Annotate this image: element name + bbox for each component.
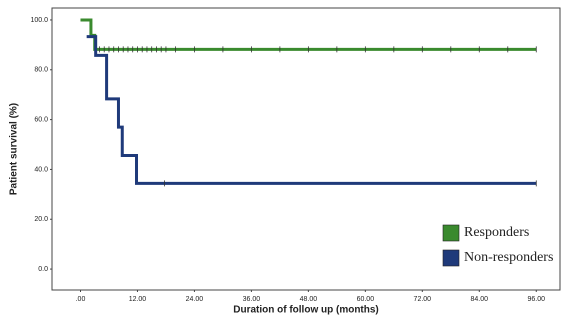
x-tick-label: .00 bbox=[76, 296, 86, 303]
x-tick-label: 36.00 bbox=[243, 296, 261, 303]
x-tick-label: 72.00 bbox=[414, 296, 432, 303]
y-tick-label: 40.0 bbox=[34, 166, 48, 173]
legend-swatch bbox=[442, 224, 460, 242]
y-tick-label: 0.0 bbox=[38, 266, 48, 273]
x-tick-label: 12.00 bbox=[129, 296, 147, 303]
y-axis-title: Patient survival (%) bbox=[9, 103, 20, 195]
plot-frame bbox=[51, 7, 561, 291]
x-tick-label: 60.00 bbox=[357, 296, 375, 303]
legend-label: Non-responders bbox=[464, 250, 553, 265]
x-tick-label: 24.00 bbox=[186, 296, 204, 303]
x-tick-label: 84.00 bbox=[471, 296, 489, 303]
x-tick-label: 48.00 bbox=[300, 296, 318, 303]
legend-label: Responders bbox=[464, 225, 529, 240]
survival-curve bbox=[80, 18, 537, 51]
x-axis-title: Duration of follow up (months) bbox=[233, 305, 379, 316]
y-tick-label: 60.0 bbox=[34, 116, 48, 123]
y-tick-label: 80.0 bbox=[34, 67, 48, 74]
survival-curve bbox=[86, 35, 537, 185]
x-tick-label: 96.00 bbox=[527, 296, 545, 303]
legend-swatch bbox=[442, 249, 460, 267]
y-tick-label: 100.0 bbox=[30, 17, 48, 24]
y-tick-label: 20.0 bbox=[34, 216, 48, 223]
